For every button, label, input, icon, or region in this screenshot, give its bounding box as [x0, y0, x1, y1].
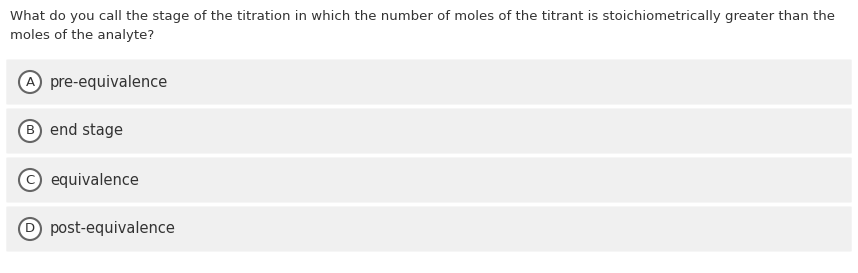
Text: B: B	[26, 124, 34, 138]
FancyBboxPatch shape	[6, 60, 852, 105]
Text: pre-equivalence: pre-equivalence	[50, 75, 168, 90]
Ellipse shape	[19, 169, 41, 191]
FancyBboxPatch shape	[6, 108, 852, 153]
Text: C: C	[26, 174, 34, 186]
Text: What do you call the stage of the titration in which the number of moles of the : What do you call the stage of the titrat…	[10, 10, 835, 43]
Ellipse shape	[19, 71, 41, 93]
Text: end stage: end stage	[50, 123, 123, 138]
Text: D: D	[25, 222, 35, 236]
FancyBboxPatch shape	[6, 158, 852, 203]
Text: A: A	[26, 76, 34, 88]
Text: post-equivalence: post-equivalence	[50, 221, 176, 236]
Text: equivalence: equivalence	[50, 173, 139, 188]
Ellipse shape	[19, 218, 41, 240]
Ellipse shape	[19, 120, 41, 142]
FancyBboxPatch shape	[6, 206, 852, 251]
